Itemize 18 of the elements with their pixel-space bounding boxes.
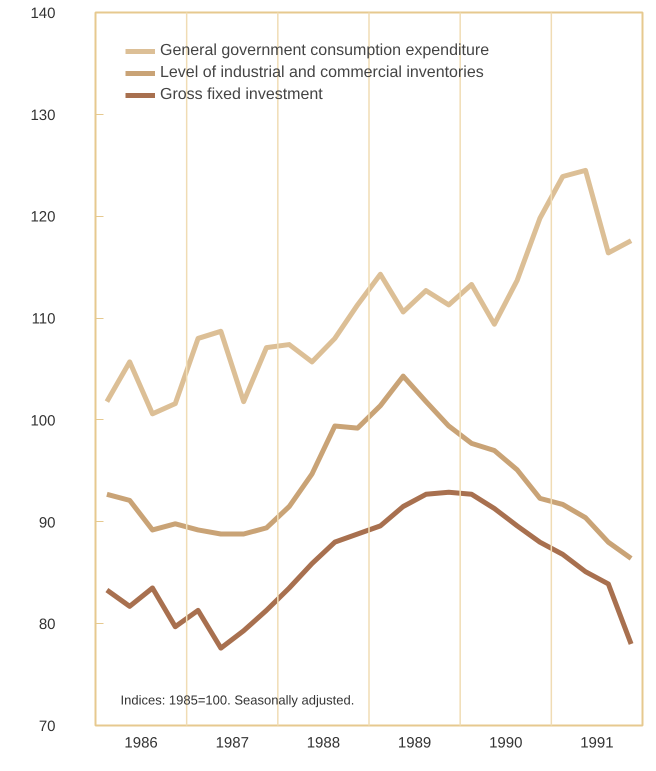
y-tick-label: 120	[30, 208, 56, 226]
x-tick-label: 1986	[124, 734, 158, 752]
x-tick-label: 1987	[216, 734, 249, 752]
y-tick-label: 130	[30, 106, 56, 124]
y-tick-label: 110	[32, 310, 56, 328]
legend-label: General government consumption expenditure	[160, 42, 490, 60]
legend-label: Level of industrial and commercial inventories	[160, 64, 484, 82]
x-tick-label: 1989	[398, 734, 432, 752]
y-tick-label: 100	[30, 412, 56, 430]
x-tick-label: 1991	[580, 734, 614, 752]
y-tick-label: 90	[38, 514, 56, 532]
x-tick-label: 1990	[489, 734, 522, 752]
legend-label: Gross fixed investment	[160, 86, 323, 104]
y-tick-label: 70	[38, 718, 56, 735]
y-tick-label: 80	[38, 616, 56, 634]
annotation: Indices: 1985=100. Seasonally adjusted.	[120, 692, 354, 708]
y-tick-label: 140	[30, 5, 56, 22]
x-tick-label: 1988	[306, 734, 340, 752]
